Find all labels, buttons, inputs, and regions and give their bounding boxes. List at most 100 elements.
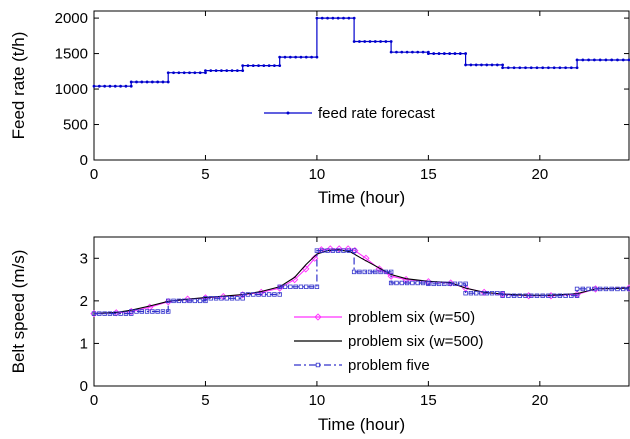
data-point — [357, 269, 362, 275]
data-point — [235, 296, 240, 301]
data-point — [198, 71, 202, 75]
data-point — [621, 286, 626, 292]
data-point — [575, 58, 579, 62]
data-point — [204, 71, 207, 75]
data-point — [155, 309, 160, 314]
data-point — [604, 58, 608, 62]
data-point — [569, 293, 574, 298]
data-point — [388, 280, 394, 286]
data-point — [346, 248, 352, 253]
data-point — [362, 269, 367, 275]
y-tick-label: 1500 — [55, 46, 88, 63]
x-tick-label: 10 — [309, 166, 326, 183]
data-point — [225, 69, 229, 72]
data-point — [150, 309, 155, 314]
data-point — [529, 293, 534, 298]
data-point — [411, 50, 414, 54]
data-point — [352, 40, 356, 43]
data-point — [129, 80, 133, 84]
data-point — [273, 64, 276, 68]
data-point — [368, 40, 372, 43]
data-point — [251, 292, 256, 297]
data-point — [383, 269, 389, 275]
data-point — [335, 245, 343, 253]
data-point — [415, 280, 420, 286]
data-point — [262, 64, 266, 68]
data-point — [156, 80, 160, 84]
data-point — [272, 292, 277, 297]
data-point — [251, 64, 255, 68]
data-point — [302, 265, 310, 273]
data-point — [598, 58, 602, 62]
y-tick-label: 3 — [80, 250, 88, 267]
data-point — [124, 84, 128, 88]
data-point — [518, 66, 522, 70]
legend-label: problem six (w=500) — [348, 333, 483, 350]
x-tick-label: 5 — [201, 392, 209, 409]
data-point — [609, 286, 614, 292]
data-point — [320, 248, 325, 253]
data-point — [134, 309, 139, 314]
data-point — [621, 58, 625, 62]
data-point — [432, 52, 436, 55]
data-point — [129, 84, 133, 88]
data-point — [304, 284, 309, 290]
data-point — [288, 284, 293, 290]
data-point — [278, 55, 282, 59]
data-point — [315, 16, 319, 20]
data-point — [464, 63, 468, 67]
data-point — [235, 69, 239, 72]
data-point — [330, 248, 336, 253]
data-point — [113, 311, 118, 316]
legend-marker — [315, 362, 321, 368]
data-point — [256, 292, 261, 297]
data-point — [288, 55, 292, 59]
data-point — [512, 66, 516, 70]
data-point — [213, 296, 219, 301]
data-point — [626, 286, 630, 292]
data-point — [586, 286, 591, 292]
data-point — [246, 64, 250, 68]
data-point — [314, 284, 320, 290]
data-point — [103, 84, 107, 88]
data-point — [347, 16, 351, 20]
data-point — [480, 63, 483, 67]
data-point — [458, 281, 463, 287]
data-point — [373, 269, 378, 275]
data-point — [245, 292, 251, 297]
data-point — [474, 63, 478, 67]
data-point — [208, 296, 213, 301]
legend-marker — [314, 313, 322, 321]
data-point — [511, 293, 517, 298]
data-point — [574, 286, 580, 292]
data-point — [351, 269, 357, 275]
data-point — [283, 55, 287, 59]
data-point — [442, 52, 446, 55]
data-point — [546, 293, 551, 298]
x-tick-label: 5 — [201, 166, 209, 183]
data-point — [182, 71, 186, 75]
data-point — [139, 309, 144, 314]
x-tick-label: 0 — [90, 392, 98, 409]
data-point — [535, 66, 539, 70]
data-point — [463, 290, 468, 296]
data-point — [426, 52, 430, 55]
y-tick-label: 500 — [63, 117, 88, 134]
data-point — [309, 284, 314, 290]
data-point — [485, 63, 489, 67]
data-point — [335, 248, 341, 253]
data-point — [166, 71, 170, 75]
data-point — [421, 50, 425, 54]
data-point — [495, 290, 500, 296]
data-point — [135, 80, 138, 84]
data-point — [580, 286, 586, 292]
y-axis-label: Belt speed (m/s) — [9, 250, 28, 374]
data-point — [426, 281, 431, 287]
data-point — [261, 292, 267, 297]
data-point — [541, 66, 545, 70]
data-point — [517, 293, 522, 298]
legend: feed rate forecast — [262, 100, 474, 126]
data-point — [97, 311, 102, 316]
legend: problem six (w=50) problem six (w=500) pro… — [292, 305, 528, 377]
y-tick-label: 0 — [80, 378, 88, 395]
